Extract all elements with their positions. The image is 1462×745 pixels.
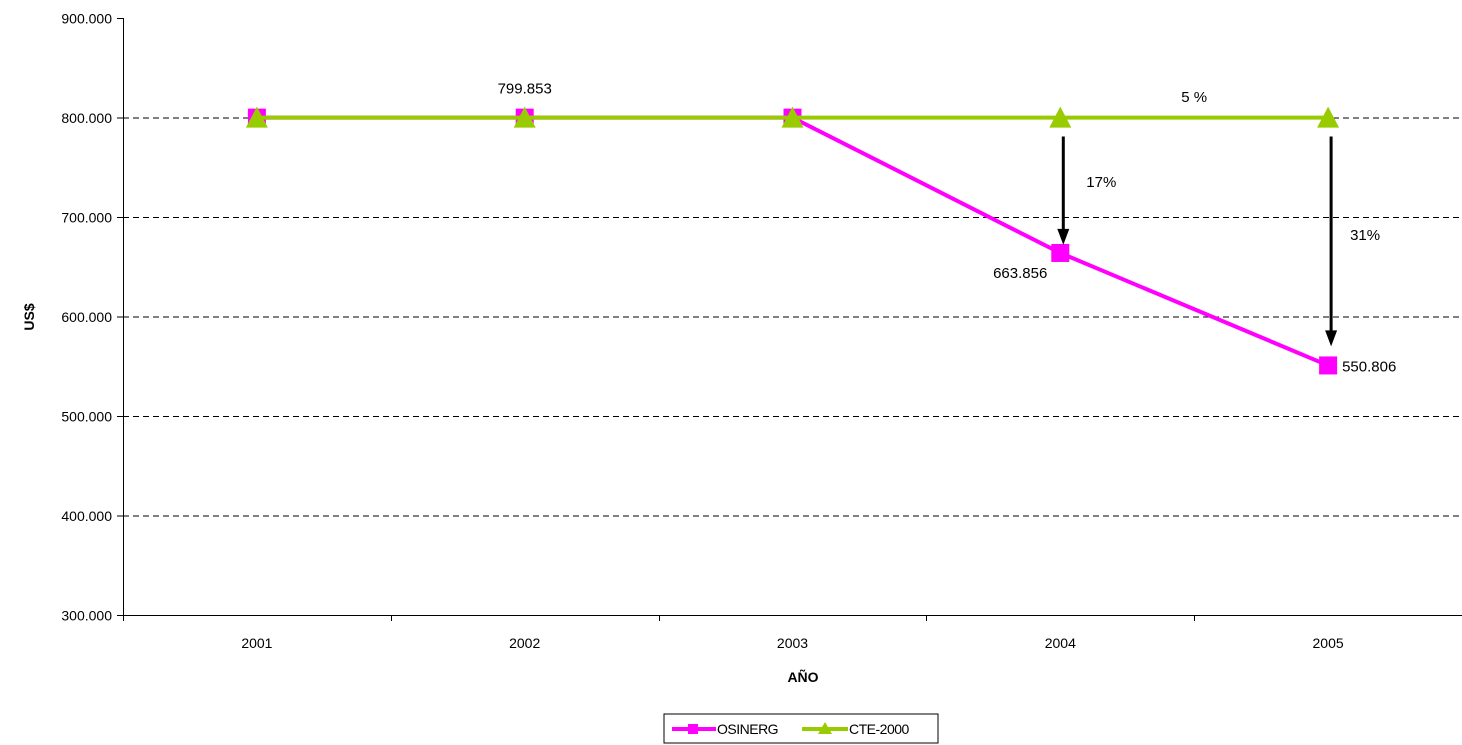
- data-label: 663.856: [993, 265, 1047, 282]
- axes: [117, 18, 1462, 621]
- data-point: [781, 106, 804, 128]
- series-line: [256, 115, 1329, 368]
- series: [245, 106, 1340, 375]
- y-axis-title: US$: [21, 303, 37, 330]
- x-tick-label: 2003: [777, 635, 808, 651]
- legend-item-cte-2000: CTE-2000: [802, 721, 910, 737]
- legend-marker: [688, 724, 698, 734]
- arrows: [1057, 136, 1338, 347]
- arrow: [1057, 136, 1070, 245]
- data-point: [1317, 106, 1340, 128]
- arrow-head: [1325, 330, 1338, 347]
- data-labels: 799.853 663.856 550.806 5 % 17% 31%: [498, 81, 1397, 376]
- data-label: 550.806: [1342, 358, 1396, 375]
- arrow: [1325, 136, 1338, 347]
- y-tick-labels: 300.000 400.000 500.000 600.000 700.000 800.0…: [61, 11, 112, 624]
- y-tick-label: 300.000: [61, 608, 112, 624]
- legend-label: CTE-2000: [849, 721, 910, 737]
- legend: OSINERG CTE-2000: [663, 713, 939, 744]
- x-tick-label: 2005: [1313, 635, 1344, 651]
- annotation-label: 5 %: [1181, 89, 1207, 106]
- y-tick-label: 700.000: [61, 210, 112, 226]
- series-cte-2000: [245, 106, 1340, 128]
- gridlines: [123, 117, 1462, 517]
- arrow-head: [1057, 228, 1070, 245]
- legend-marker: [818, 722, 832, 734]
- x-tick-label: 2001: [241, 635, 272, 651]
- annotation-label: 31%: [1350, 227, 1380, 244]
- x-tick-label: 2002: [509, 635, 540, 651]
- data-point: [513, 106, 536, 128]
- y-tick-label: 900.000: [61, 11, 112, 27]
- data-point: [245, 106, 268, 128]
- annotation-label: 17%: [1086, 174, 1116, 191]
- x-tick-label: 2004: [1045, 635, 1076, 651]
- data-point: [1049, 106, 1072, 128]
- data-label: 799.853: [498, 81, 552, 98]
- series-osinerg: [247, 108, 1338, 375]
- y-tick-label: 600.000: [61, 309, 112, 325]
- legend-item-osinerg: OSINERG: [672, 721, 779, 737]
- x-tick-labels: 2001 2002 2003 2004 2005: [241, 635, 1344, 651]
- y-tick-label: 800.000: [61, 110, 112, 126]
- data-point: [1319, 356, 1338, 375]
- x-axis-title: AÑO: [787, 668, 818, 685]
- y-tick-label: 400.000: [61, 508, 112, 524]
- data-point: [1051, 243, 1070, 262]
- y-tick-label: 500.000: [61, 409, 112, 425]
- legend-label: OSINERG: [717, 721, 778, 737]
